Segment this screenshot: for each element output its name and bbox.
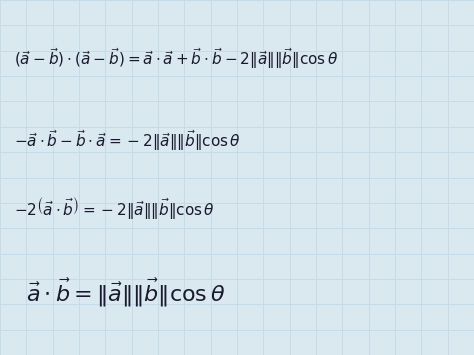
Text: $-2\left(\vec{a}\cdot\vec{b}\right) = -2\|\vec{a}\|\|\vec{b}\|\cos\theta$: $-2\left(\vec{a}\cdot\vec{b}\right) = -2…	[14, 195, 215, 221]
Text: $\vec{a}\cdot\vec{b} = \|\vec{a}\|\|\vec{b}\|\cos\theta$: $\vec{a}\cdot\vec{b} = \|\vec{a}\|\|\vec…	[26, 277, 225, 309]
Text: $(\vec{a}-\vec{b})\cdot(\vec{a}-\vec{b}) = \vec{a}\cdot\vec{a}+\vec{b}\cdot\vec{: $(\vec{a}-\vec{b})\cdot(\vec{a}-\vec{b})…	[14, 46, 338, 71]
Text: $-\vec{a}\cdot\vec{b}-\vec{b}\cdot\vec{a} = -2\|\vec{a}\|\|\vec{b}\|\cos\theta$: $-\vec{a}\cdot\vec{b}-\vec{b}\cdot\vec{a…	[14, 128, 241, 153]
